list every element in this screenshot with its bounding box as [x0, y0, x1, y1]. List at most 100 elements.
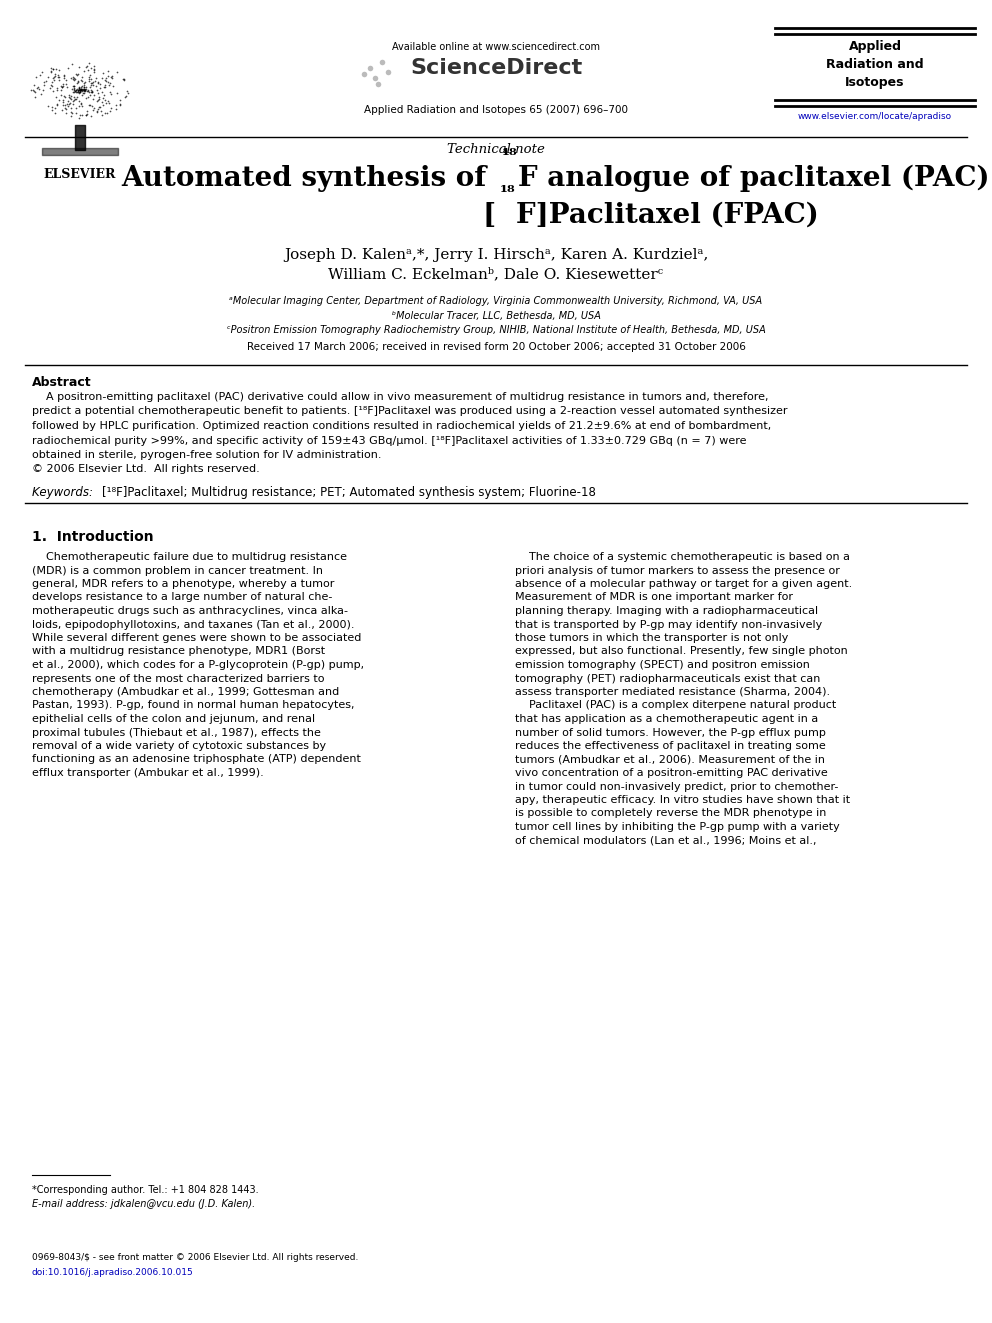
Text: Keywords:: Keywords: [32, 486, 97, 499]
Point [74, 70, 90, 91]
Point [88, 75, 104, 97]
Point [67, 98, 83, 119]
Text: priori analysis of tumor markers to assess the presence or: priori analysis of tumor markers to asse… [515, 565, 840, 576]
Point [83, 106, 99, 127]
Point [55, 75, 70, 97]
Text: general, MDR refers to a phenotype, whereby a tumor: general, MDR refers to a phenotype, wher… [32, 579, 334, 589]
Point [78, 87, 94, 108]
Point [65, 78, 81, 99]
Point [116, 70, 132, 91]
Text: vivo concentration of a positron-emitting PAC derivative: vivo concentration of a positron-emittin… [515, 767, 827, 778]
Point [64, 53, 80, 74]
Point [56, 66, 71, 87]
Text: ELSEVIER: ELSEVIER [44, 168, 116, 181]
Point [85, 71, 101, 93]
Point [80, 79, 96, 101]
Point [70, 82, 86, 103]
Point [48, 64, 63, 85]
Text: Automated synthesis of: Automated synthesis of [121, 165, 496, 192]
Text: www.elsevier.com/locate/apradiso: www.elsevier.com/locate/apradiso [798, 112, 952, 120]
Point [74, 78, 90, 99]
Point [92, 78, 108, 99]
Point [82, 65, 98, 86]
Point [70, 64, 86, 85]
Point [58, 102, 73, 123]
Point [86, 56, 102, 77]
Point [100, 91, 116, 112]
Point [42, 78, 58, 99]
Text: *Corresponding author. Tel.: +1 804 828 1443.: *Corresponding author. Tel.: +1 804 828 … [32, 1185, 259, 1195]
Point [60, 90, 75, 111]
Point [75, 78, 91, 99]
Point [44, 97, 60, 118]
Point [59, 73, 74, 94]
Point [65, 81, 81, 102]
Text: planning therapy. Imaging with a radiopharmaceutical: planning therapy. Imaging with a radioph… [515, 606, 818, 617]
Text: Technical note: Technical note [447, 143, 545, 156]
Point [91, 86, 107, 107]
Point [85, 89, 101, 110]
Point [108, 95, 124, 116]
Point [48, 86, 63, 107]
Point [83, 75, 99, 97]
Point [94, 105, 110, 126]
Point [75, 79, 91, 101]
Point [35, 62, 51, 83]
Point [80, 94, 96, 115]
Point [89, 83, 105, 105]
Point [85, 62, 101, 83]
Point [68, 79, 84, 101]
Point [72, 81, 88, 102]
Text: predict a potential chemotherapeutic benefit to patients. [¹⁸F]Paclitaxel was pr: predict a potential chemotherapeutic ben… [32, 406, 788, 417]
Point [65, 75, 81, 97]
Point [119, 81, 135, 102]
Point [72, 81, 88, 102]
Point [62, 87, 77, 108]
Point [58, 86, 73, 107]
Point [71, 78, 87, 99]
Point [77, 78, 93, 99]
Point [77, 79, 93, 101]
Point [102, 73, 118, 94]
Point [84, 95, 100, 116]
Point [76, 81, 92, 102]
Point [41, 95, 57, 116]
Point [82, 79, 98, 101]
Point [69, 82, 85, 103]
Point [99, 102, 115, 123]
Point [97, 77, 113, 98]
Text: [¹⁸F]Paclitaxel; Multidrug resistance; PET; Automated synthesis system; Fluorine: [¹⁸F]Paclitaxel; Multidrug resistance; P… [102, 486, 596, 499]
Point [41, 66, 57, 87]
Point [63, 102, 79, 123]
Point [77, 56, 93, 77]
Point [70, 83, 86, 105]
Point [94, 67, 110, 89]
Point [57, 95, 72, 116]
Point [67, 89, 83, 110]
Point [120, 82, 136, 103]
Point [65, 75, 81, 97]
Text: develops resistance to a large number of natural che-: develops resistance to a large number of… [32, 593, 332, 602]
Point [81, 69, 97, 90]
Point [71, 79, 87, 101]
Point [54, 77, 69, 98]
Point [89, 90, 105, 111]
Point [74, 82, 90, 103]
Point [72, 81, 88, 102]
Point [80, 81, 96, 102]
Point [56, 91, 71, 112]
Point [87, 70, 103, 91]
Point [101, 93, 117, 114]
Point [37, 71, 53, 93]
Point [101, 74, 117, 95]
Point [62, 93, 78, 114]
Point [49, 78, 64, 99]
Point [83, 58, 99, 79]
Point [45, 71, 61, 93]
Point [50, 93, 65, 114]
Point [67, 64, 83, 85]
Text: The choice of a systemic chemotherapeutic is based on a: The choice of a systemic chemotherapeuti… [515, 552, 850, 562]
Text: 1.  Introduction: 1. Introduction [32, 531, 154, 544]
Point [71, 77, 87, 98]
Point [30, 75, 46, 97]
